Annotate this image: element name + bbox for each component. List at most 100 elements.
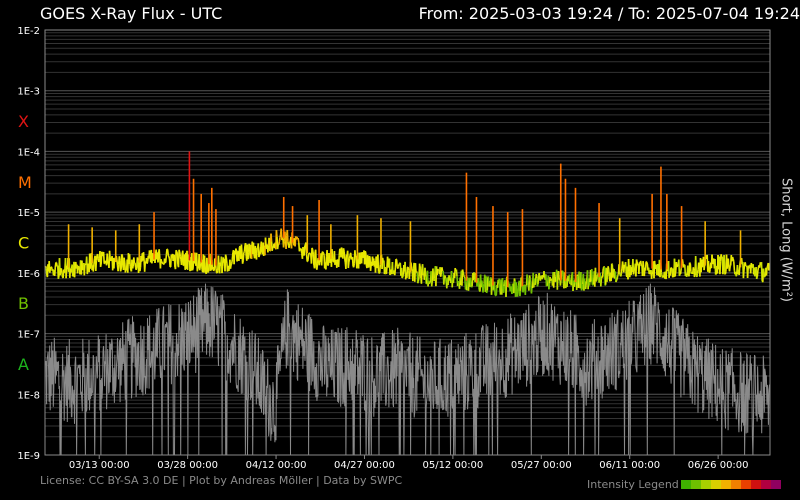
long-series-segment	[128, 254, 131, 267]
long-series-segment	[580, 288, 583, 291]
long-series-segment	[139, 266, 142, 272]
long-series-segment	[148, 250, 151, 256]
long-series-segment	[113, 258, 116, 269]
long-series-segment	[312, 254, 315, 266]
long-series-segment	[633, 269, 636, 272]
long-series-segment	[348, 257, 351, 263]
long-series-segment	[592, 283, 595, 286]
long-series-segment	[751, 266, 754, 269]
long-series-segment	[620, 273, 623, 277]
long-series-segment	[216, 270, 219, 274]
long-series-segment	[685, 275, 688, 278]
long-series-segment	[321, 250, 324, 253]
long-series-segment	[255, 247, 258, 260]
long-series-segment	[543, 271, 546, 277]
long-series-segment	[343, 251, 346, 259]
flare-class-c: C	[18, 234, 29, 253]
long-series-segment	[281, 237, 284, 239]
long-series-segment	[620, 268, 623, 274]
flare-class-b: B	[18, 294, 29, 313]
long-series-segment	[624, 262, 627, 274]
long-series-segment	[526, 274, 529, 285]
long-series-segment	[44, 265, 47, 269]
long-series-segment	[340, 247, 344, 255]
long-series-segment	[485, 290, 489, 294]
long-series-segment	[492, 289, 495, 291]
long-series-segment	[510, 286, 513, 290]
long-series-segment	[313, 251, 316, 269]
long-series-segment	[215, 268, 218, 273]
long-series-segment	[230, 263, 233, 266]
long-series-segment	[473, 272, 476, 280]
long-series-segment	[756, 270, 759, 277]
long-series-segment	[146, 261, 149, 264]
long-series-segment	[121, 255, 124, 266]
long-series-segment	[364, 250, 367, 253]
long-series-segment	[63, 270, 66, 273]
long-series-segment	[304, 244, 307, 247]
long-series-segment	[310, 247, 313, 264]
long-series-segment	[180, 254, 183, 265]
long-series-segment	[397, 264, 400, 267]
long-series-segment	[591, 269, 594, 285]
long-series-segment	[559, 280, 562, 286]
long-series-segment	[406, 267, 409, 278]
long-series-segment	[477, 278, 480, 288]
long-series-segment	[117, 264, 120, 272]
long-series-segment	[337, 255, 340, 267]
long-series-segment	[168, 256, 171, 260]
long-series-segment	[57, 276, 60, 280]
long-series-segment	[433, 277, 436, 282]
long-series-segment	[252, 242, 255, 255]
long-series-segment	[417, 280, 420, 284]
long-series-segment	[601, 268, 604, 278]
legend-swatch	[690, 480, 701, 489]
long-series-segment	[600, 278, 603, 287]
long-series-segment	[378, 272, 381, 274]
legend-swatch	[700, 480, 711, 489]
long-series-segment	[738, 265, 741, 276]
long-series-segment	[182, 250, 185, 266]
long-series-segment	[53, 267, 57, 276]
short-wavelength-series	[44, 283, 771, 456]
long-series-segment	[397, 266, 400, 269]
x-tick-label: 05/12 00:00	[422, 460, 483, 471]
long-series-segment	[348, 254, 351, 259]
long-series-segment	[462, 274, 466, 278]
long-series-segment	[504, 280, 507, 285]
long-series-segment	[142, 252, 145, 261]
long-series-segment	[212, 269, 215, 272]
long-series-segment	[398, 263, 401, 265]
long-series-segment	[198, 265, 202, 271]
long-series-segment	[444, 275, 447, 279]
long-series-segment	[670, 266, 673, 269]
long-series-segment	[116, 259, 119, 266]
long-series-segment	[764, 275, 766, 278]
long-series-segment	[282, 241, 286, 248]
long-series-segment	[548, 283, 551, 290]
long-series-segment	[167, 255, 170, 258]
long-series-segment	[623, 264, 626, 273]
long-series-segment	[412, 268, 415, 282]
y-axis-title: Short, Long (W/m²)	[778, 178, 794, 302]
flare-peaks	[67, 151, 742, 288]
long-series-segment	[766, 265, 769, 269]
long-series-segment	[302, 246, 305, 254]
long-series-segment	[279, 234, 282, 238]
long-series-segment	[536, 283, 539, 287]
long-series-segment	[179, 256, 182, 260]
long-series-segment	[607, 266, 610, 270]
long-series-segment	[576, 274, 579, 277]
long-series-segment	[308, 252, 311, 255]
long-series-segment	[361, 252, 364, 256]
y-tick-label: 1E-9	[17, 451, 40, 462]
long-series-segment	[248, 243, 251, 252]
short-series-line	[44, 283, 771, 456]
long-series-segment	[347, 262, 350, 269]
long-series-segment	[365, 252, 368, 266]
long-series-segment	[178, 251, 182, 257]
long-series-segment	[133, 257, 136, 264]
long-series-segment	[765, 267, 768, 276]
legend-swatch	[720, 480, 731, 489]
long-series-segment	[443, 275, 446, 285]
